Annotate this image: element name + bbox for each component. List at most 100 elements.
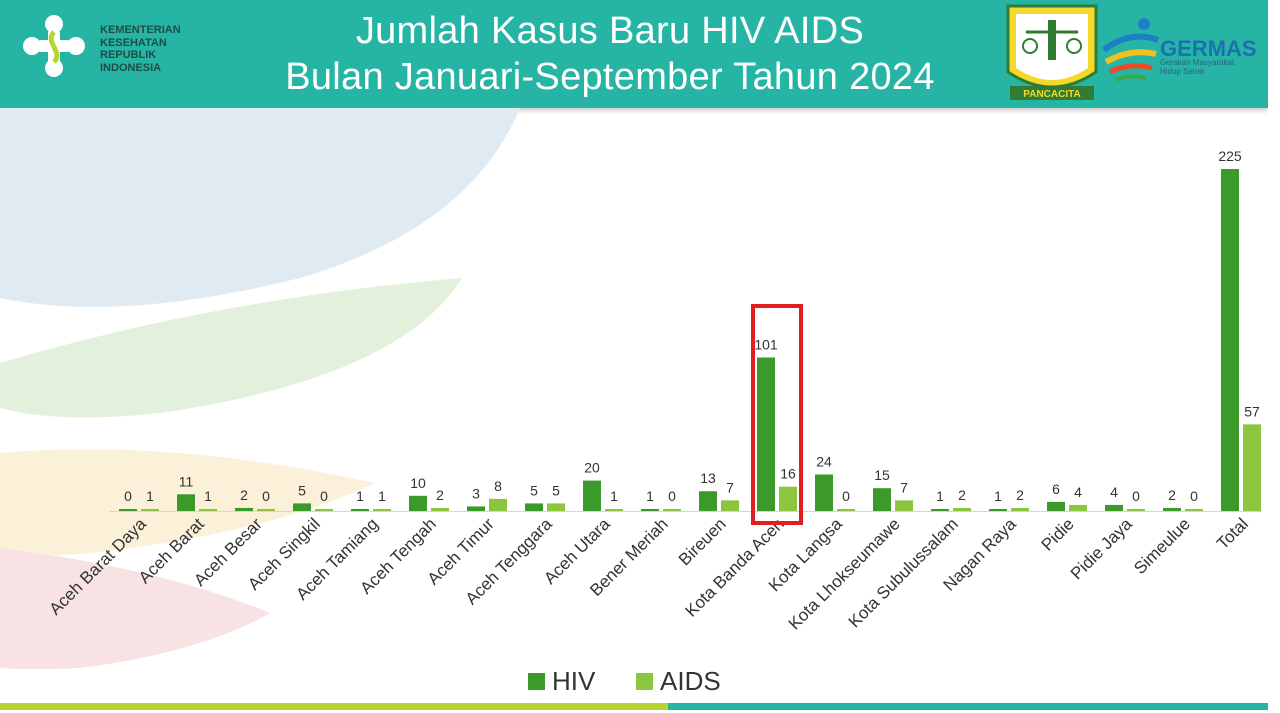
germas-tagline-2: Hidup Sehat xyxy=(1160,67,1205,76)
data-label-hiv: 2 xyxy=(1168,487,1176,503)
data-label-aids: 4 xyxy=(1074,484,1082,500)
bar-hiv xyxy=(641,509,659,511)
bar-hiv xyxy=(1047,501,1065,511)
footer-bar-green xyxy=(0,703,668,710)
highlight-box xyxy=(751,304,803,525)
data-label-hiv: 10 xyxy=(410,475,426,491)
header-banner: KEMENTERIAN KESEHATAN REPUBLIK INDONESIA… xyxy=(0,0,1268,108)
bar-aids xyxy=(779,486,797,511)
data-label-hiv: 1 xyxy=(994,488,1002,504)
ministry-line-2: KESEHATAN xyxy=(100,36,167,49)
right-edge xyxy=(1268,0,1280,713)
data-label-hiv: 1 xyxy=(936,488,944,504)
data-label-hiv: 11 xyxy=(179,473,194,489)
data-label-aids: 0 xyxy=(1132,488,1140,504)
data-label-hiv: 225 xyxy=(1218,148,1242,164)
bar-aids xyxy=(199,509,217,511)
bar-aids xyxy=(605,509,623,511)
bar-aids xyxy=(373,509,391,511)
bar-aids xyxy=(315,509,333,511)
data-label-aids: 2 xyxy=(436,487,444,503)
data-label-aids: 8 xyxy=(494,478,502,494)
data-label-aids: 2 xyxy=(958,487,966,503)
data-label-hiv: 13 xyxy=(700,470,716,486)
data-label-hiv: 5 xyxy=(298,482,306,498)
data-label-aids: 7 xyxy=(900,479,908,495)
bar-aids xyxy=(837,509,855,511)
bar-hiv xyxy=(815,474,833,511)
bar-aids xyxy=(1127,509,1145,511)
category-label: Kota Banda Aceh xyxy=(681,514,787,620)
bar-hiv xyxy=(757,357,775,511)
category-label: Aceh Barat Daya xyxy=(46,514,151,619)
bar-aids xyxy=(257,509,275,511)
deco-swoosh-blue xyxy=(0,108,520,307)
data-label-hiv: 15 xyxy=(874,467,890,483)
bar-hiv xyxy=(1105,504,1123,511)
emblem-label: PANCACITA xyxy=(1023,89,1080,100)
germas-tagline: Gerakan Masyarakat Hidup Sehat xyxy=(1160,58,1234,76)
category-label: Bireuen xyxy=(675,514,730,569)
bar-aids xyxy=(547,503,565,511)
ministry-line-3: REPUBLIK xyxy=(100,49,157,61)
data-label-aids: 1 xyxy=(610,488,618,504)
bar-aids xyxy=(953,507,971,511)
legend-swatch-hiv xyxy=(528,673,545,690)
data-label-aids: 0 xyxy=(262,488,270,504)
aceh-emblem-icon: PANCACITA xyxy=(1006,4,1098,100)
bar-hiv xyxy=(1163,507,1181,511)
title-line-2: Bulan Januari-September Tahun 2024 xyxy=(285,56,935,98)
deco-swoosh-pink xyxy=(0,548,270,669)
bar-hiv xyxy=(931,509,949,511)
category-label: Simeulue xyxy=(1130,514,1194,578)
bar-aids xyxy=(489,498,507,511)
bar-hiv xyxy=(293,503,311,511)
bar-hiv xyxy=(119,509,137,511)
bar-hiv xyxy=(351,509,369,511)
bar-hiv xyxy=(177,494,195,511)
data-label-aids: 0 xyxy=(320,488,328,504)
data-label-aids: 2 xyxy=(1016,487,1024,503)
category-label: Pidie Jaya xyxy=(1067,514,1136,583)
background-decoration xyxy=(0,108,520,669)
data-label-hiv: 24 xyxy=(816,454,832,470)
legend-swatch-aids xyxy=(636,673,653,690)
data-label-aids: 0 xyxy=(668,488,676,504)
data-label-aids: 1 xyxy=(378,488,386,504)
bar-aids xyxy=(1243,424,1261,511)
germas-name: GERMAS xyxy=(1160,36,1257,61)
title-line-1: Jumlah Kasus Baru HIV AIDS xyxy=(355,10,865,52)
footer-bar-teal xyxy=(668,703,1268,710)
category-label: Kota Subulussalam xyxy=(845,514,962,631)
bar-hiv xyxy=(1221,169,1239,511)
category-label: Kota Lhokseumawe xyxy=(785,514,904,633)
data-label-aids: 1 xyxy=(146,488,154,504)
data-label-hiv: 1 xyxy=(356,488,364,504)
deco-swoosh-green xyxy=(0,278,462,418)
bar-aids xyxy=(1185,509,1203,511)
germas-logo-icon xyxy=(1102,18,1160,82)
bar-hiv xyxy=(873,488,891,511)
page-title: Jumlah Kasus Baru HIV AIDS Bulan Januari… xyxy=(200,8,1020,100)
data-label-hiv: 0 xyxy=(124,488,132,504)
legend-label-hiv: HIV xyxy=(552,666,596,696)
bar-hiv xyxy=(409,495,427,511)
bar-aids xyxy=(721,500,739,511)
ministry-name: KEMENTERIAN KESEHATAN REPUBLIK INDONESIA xyxy=(100,24,181,74)
bar-hiv xyxy=(525,503,543,511)
bar-aids xyxy=(1011,507,1029,511)
data-label-hiv: 5 xyxy=(530,482,538,498)
ministry-line-1: KEMENTERIAN xyxy=(100,24,181,36)
category-label: Pidie xyxy=(1038,514,1078,554)
data-label-aids: 16 xyxy=(780,466,796,482)
data-label-hiv: 3 xyxy=(472,485,480,501)
data-label-aids: 0 xyxy=(842,488,850,504)
data-label-aids: 0 xyxy=(1190,488,1198,504)
data-label-aids: 57 xyxy=(1244,403,1260,419)
bar-hiv xyxy=(467,506,485,511)
bar-aids xyxy=(895,500,913,511)
data-label-hiv: 2 xyxy=(240,487,248,503)
ministry-line-4: INDONESIA xyxy=(100,61,162,74)
data-label-hiv: 6 xyxy=(1052,481,1060,497)
bar-hiv xyxy=(699,491,717,511)
